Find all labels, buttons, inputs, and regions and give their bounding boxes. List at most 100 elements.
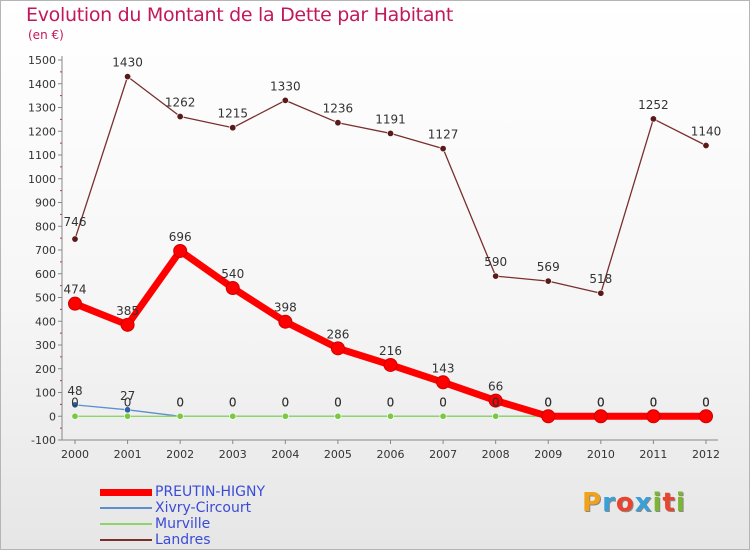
data-label: 540 — [221, 267, 244, 281]
series-lines — [68, 73, 713, 424]
y-tick-label: 1400 — [28, 78, 56, 91]
data-label: 1127 — [428, 128, 459, 142]
data-label: 1252 — [638, 98, 669, 112]
logo-letter: i — [652, 488, 663, 518]
data-label: 0 — [544, 395, 552, 409]
data-point — [176, 113, 184, 121]
data-label: 1330 — [270, 79, 301, 93]
y-tick-label: 1300 — [28, 102, 56, 115]
data-label: 0 — [702, 395, 710, 409]
data-point — [597, 289, 605, 297]
data-label: 385 — [116, 304, 139, 318]
chart-title: Evolution du Montant de la Dette par Hab… — [26, 4, 454, 26]
x-tick-label: 2003 — [219, 448, 247, 461]
data-point — [229, 412, 237, 420]
legend-label: Murville — [155, 516, 211, 532]
data-point — [71, 235, 79, 243]
y-tick-label: 1000 — [28, 173, 56, 186]
data-label: 0 — [282, 395, 290, 409]
data-point — [334, 119, 342, 127]
data-point — [593, 409, 608, 424]
data-label: 0 — [650, 395, 658, 409]
x-tick-label: 2009 — [534, 448, 562, 461]
data-label: 696 — [169, 230, 192, 244]
y-tick-label: 900 — [35, 197, 56, 210]
data-point — [649, 115, 657, 123]
data-label: 746 — [64, 215, 87, 229]
data-point — [229, 124, 237, 132]
data-label: 1236 — [323, 102, 354, 116]
data-point — [439, 412, 447, 420]
data-point — [492, 272, 500, 280]
x-tick-label: 2012 — [692, 448, 720, 461]
data-label: 474 — [64, 283, 87, 297]
data-label: 0 — [597, 395, 605, 409]
data-point — [386, 129, 394, 137]
data-label: 590 — [484, 255, 507, 269]
data-label: 0 — [439, 395, 447, 409]
data-label: 0 — [650, 395, 658, 409]
data-point — [330, 341, 345, 356]
x-tick-label: 2008 — [482, 448, 510, 461]
data-point — [436, 375, 451, 390]
data-label: 1215 — [217, 107, 248, 121]
data-label: 0 — [176, 395, 184, 409]
data-label: 286 — [326, 327, 349, 341]
x-tick-label: 2007 — [429, 448, 457, 461]
y-tick-label: 300 — [35, 339, 56, 352]
data-label: 0 — [544, 395, 552, 409]
data-label: 0 — [650, 395, 658, 409]
legend-swatch — [100, 539, 152, 541]
logo-letter: x — [634, 488, 653, 518]
data-label: 0 — [597, 395, 605, 409]
logo-letter: r — [602, 488, 616, 518]
data-label: 0 — [439, 395, 447, 409]
data-label: 27 — [120, 389, 135, 403]
legend-swatch — [100, 488, 152, 496]
x-tick-label: 2006 — [377, 448, 405, 461]
y-tick-label: 1200 — [28, 125, 56, 138]
data-point — [541, 409, 556, 424]
data-label: 0 — [229, 395, 237, 409]
data-point — [71, 412, 79, 420]
data-label: 0 — [544, 395, 552, 409]
data-label: 0 — [229, 395, 237, 409]
data-point — [281, 412, 289, 420]
data-label: 518 — [589, 272, 612, 286]
data-point — [702, 142, 710, 150]
data-label: 0 — [597, 395, 605, 409]
data-point — [386, 412, 394, 420]
y-tick-label: 0 — [49, 410, 56, 423]
data-label: 0 — [702, 395, 710, 409]
y-tick-label: 1500 — [28, 54, 56, 67]
data-label: 0 — [176, 395, 184, 409]
data-point — [124, 412, 132, 420]
data-label: 66 — [488, 380, 503, 394]
data-label: 0 — [387, 395, 395, 409]
data-label: 0 — [387, 395, 395, 409]
data-point — [492, 412, 500, 420]
data-point — [173, 243, 188, 258]
chart-subtitle: (en €) — [28, 28, 64, 42]
y-tick-label: 700 — [35, 244, 56, 257]
x-tick-label: 2004 — [271, 448, 299, 461]
x-tick-label: 2011 — [639, 448, 667, 461]
y-tick-label: 1100 — [28, 149, 56, 162]
data-point — [439, 145, 447, 153]
legend-swatch — [100, 523, 152, 525]
data-label: 0 — [492, 395, 500, 409]
data-point — [71, 401, 79, 409]
data-point — [544, 277, 552, 285]
data-point — [699, 409, 713, 424]
y-tick-label: 600 — [35, 268, 56, 281]
data-label: 569 — [537, 260, 560, 274]
logo-letter: P — [582, 488, 603, 518]
x-tick-label: 2001 — [114, 448, 142, 461]
data-label: 1430 — [112, 56, 143, 70]
data-label: 398 — [274, 301, 297, 315]
data-point — [646, 409, 661, 424]
legend-label: Landres — [155, 532, 211, 548]
data-point — [281, 96, 289, 104]
data-label: 0 — [71, 395, 79, 409]
